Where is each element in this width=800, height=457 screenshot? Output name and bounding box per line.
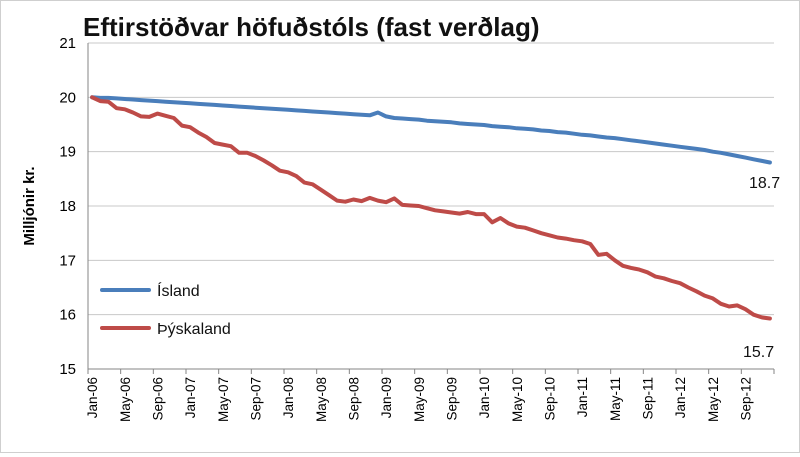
y-tick-label: 17 [59,252,76,269]
x-tick-label: Sep-07 [248,377,263,421]
x-tick-label: May-08 [314,377,329,422]
series-lines [90,95,772,321]
chart-title: Eftirstöðvar höfuðstóls (fast verðlag) [83,12,540,42]
series-line-thyskaland [90,95,772,321]
gridlines [88,42,774,316]
x-tick-label: Sep-09 [444,377,459,421]
x-tick-label: Jan-07 [183,377,198,418]
x-tick-label: Jan-12 [673,377,688,418]
y-tick-label: 15 [59,361,76,378]
legend: Ísland Þýskaland [100,281,231,338]
legend-label: Ísland [157,281,200,300]
end-value-label: 18.7 [749,175,780,192]
x-tick-label: Jan-06 [85,377,100,418]
y-tick-label: 16 [59,307,76,324]
x-tick-label: May-10 [510,377,525,422]
x-tick-label: Sep-06 [150,377,165,421]
x-tick-label: Jan-09 [379,377,394,418]
y-tick-label: 19 [59,144,76,161]
x-tick-label: May-07 [216,377,231,422]
axes [87,43,775,374]
x-tick-label: Sep-11 [640,377,655,420]
y-tick-label: 21 [59,35,76,52]
x-tick-labels: Jan-06 May-06 Sep-06 Jan-07 May-07 Sep-07 Jan-… [85,377,753,422]
end-value-label: 15.7 [743,344,774,361]
x-tick-label: May-09 [412,377,427,422]
x-tick-label: Jan-08 [281,377,296,418]
y-tick-labels: 15 16 17 18 19 20 21 [59,35,76,378]
x-tick-label: May-06 [118,377,133,422]
series-line-island [90,95,772,165]
x-tick-label: Jan-11 [575,377,590,417]
y-axis-label: Milljónir kr. [21,166,38,245]
y-tick-label: 20 [59,89,76,106]
x-tick-label: Sep-10 [542,377,557,421]
x-tick-label: Sep-08 [346,377,361,421]
y-tick-label: 18 [59,198,76,215]
end-labels: 18.7 15.7 [743,175,780,361]
x-tick-label: May-11 [608,377,623,421]
x-tick-label: May-12 [706,377,721,422]
x-tick-label: Jan-10 [477,377,492,418]
legend-label: Þýskaland [157,321,231,338]
x-tick-label: Sep-12 [738,377,753,421]
